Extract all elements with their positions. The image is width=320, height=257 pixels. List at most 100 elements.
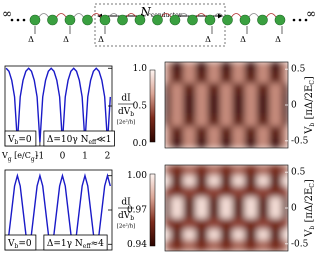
text-part: C	[309, 80, 316, 85]
cell	[256, 196, 264, 209]
cell	[232, 207, 240, 220]
annotation-box	[43, 130, 115, 147]
cell	[250, 218, 258, 230]
cell	[250, 165, 258, 177]
cell	[177, 62, 184, 74]
cell	[281, 207, 288, 220]
schematic: Nconductor ∞ ∞ Δ Δ Δ Δ Δ Δ	[2, 3, 316, 47]
heatmap	[165, 62, 288, 148]
cell	[232, 126, 240, 138]
x-tick-label: 0	[60, 152, 66, 162]
site	[29, 14, 41, 26]
cell	[263, 196, 270, 209]
cell	[201, 239, 209, 251]
text-part: V	[1, 151, 8, 160]
cell	[170, 93, 178, 106]
cell	[232, 239, 240, 251]
y-tick-label: 1.00	[127, 171, 147, 181]
cell	[165, 83, 172, 95]
cell	[250, 83, 258, 95]
text-part: [e/C	[12, 151, 31, 160]
cell	[195, 207, 203, 220]
text-part: g	[8, 156, 12, 163]
cell	[177, 72, 184, 84]
cell	[275, 239, 283, 251]
cell	[244, 62, 252, 74]
cell	[183, 186, 190, 198]
cell	[263, 93, 270, 106]
cell	[244, 196, 252, 209]
cell	[226, 62, 233, 74]
cell	[220, 93, 227, 106]
text-part: b	[309, 226, 316, 230]
cell	[195, 218, 203, 230]
cell	[238, 115, 246, 127]
cell	[226, 165, 233, 177]
cell	[232, 104, 240, 117]
cell	[207, 83, 215, 95]
x-tick-label: -1	[36, 152, 45, 162]
infinity-left: ∞	[2, 7, 12, 21]
site	[47, 14, 58, 26]
cell	[213, 93, 221, 106]
cell	[256, 186, 264, 198]
site	[187, 14, 198, 26]
cell	[269, 83, 276, 95]
coupling-label: Δ	[240, 35, 246, 44]
cell	[232, 218, 240, 230]
cell	[238, 175, 246, 187]
cell	[238, 136, 246, 148]
cell	[256, 175, 264, 187]
cell	[165, 136, 172, 148]
cell	[244, 126, 252, 138]
text-part: g	[31, 156, 35, 163]
cell	[165, 62, 172, 74]
cell	[263, 207, 270, 220]
text-part: b	[15, 139, 19, 146]
y-label: dI	[121, 94, 131, 104]
cell	[170, 186, 178, 198]
cell	[220, 175, 227, 187]
cell	[256, 83, 264, 95]
cell	[244, 72, 252, 84]
cell	[170, 175, 178, 187]
cell	[269, 72, 276, 84]
coupling-label: Δ	[98, 35, 104, 44]
cell	[281, 175, 288, 187]
cell	[189, 239, 197, 251]
cell	[195, 104, 203, 117]
cell	[207, 186, 215, 198]
cell	[256, 165, 264, 177]
coupling	[91, 13, 102, 18]
y-tick-label: 0.94	[127, 240, 147, 250]
cell	[281, 72, 288, 84]
cell	[165, 229, 172, 241]
cell	[207, 72, 215, 84]
cell	[281, 229, 288, 241]
cell	[165, 218, 172, 230]
y-tick-label: 0.5	[291, 65, 306, 75]
cell	[201, 175, 209, 187]
cell	[250, 186, 258, 198]
cell	[250, 104, 258, 117]
site	[239, 14, 251, 26]
cell	[189, 136, 197, 148]
cell	[269, 239, 276, 251]
cell	[177, 175, 184, 187]
cell	[269, 186, 276, 198]
colorbar	[149, 173, 156, 247]
cell	[189, 207, 197, 220]
cell	[207, 229, 215, 241]
cell	[165, 93, 172, 106]
cell	[165, 207, 172, 220]
cell	[195, 83, 203, 95]
y-tick-label: 0	[291, 101, 297, 111]
curve	[5, 173, 111, 247]
cell	[281, 115, 288, 127]
text-part: ]	[304, 76, 315, 80]
x-tick-label: 2	[105, 152, 111, 162]
y-tick-label: -0.5	[291, 136, 309, 146]
cell	[275, 136, 283, 148]
cell	[220, 229, 227, 241]
cell	[263, 218, 270, 230]
